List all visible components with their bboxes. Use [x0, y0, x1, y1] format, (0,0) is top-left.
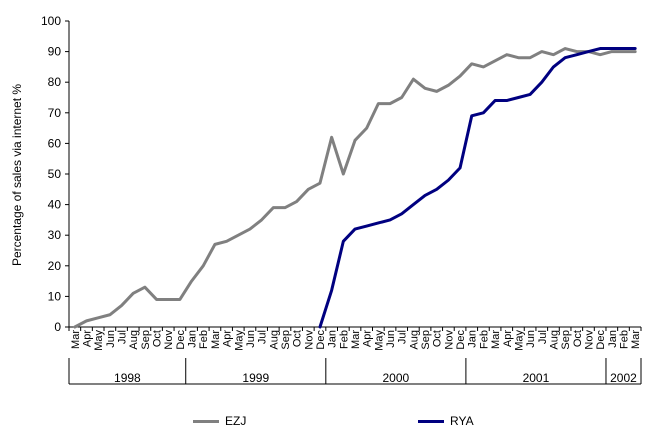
x-tick-label: Sep [280, 330, 292, 350]
y-tick-label: 80 [48, 75, 62, 89]
x-tick-label: Jul [117, 330, 129, 344]
x-tick-label: Sep [140, 330, 152, 350]
x-tick-label: Nov [163, 330, 175, 350]
legend-item-ezj: EZJ [193, 413, 246, 429]
x-tick-label: May [373, 330, 385, 351]
x-tick-label: Dec [175, 330, 187, 350]
x-tick-label: Oct [292, 330, 304, 347]
x-tick-label: Aug [268, 330, 280, 350]
x-tick-label: Feb [478, 330, 490, 349]
x-tick-label: Aug [408, 330, 420, 350]
x-tick-label: Jan [187, 330, 199, 348]
y-tick-label: 60 [48, 136, 62, 150]
legend-swatch-ezj [193, 419, 219, 423]
year-label: 1998 [114, 371, 141, 385]
y-tick-label: 100 [41, 14, 61, 28]
x-tick-label: May [93, 330, 105, 351]
x-tick-label: Sep [560, 330, 572, 350]
x-tick-label: Mar [70, 330, 82, 349]
x-tick-label: May [233, 330, 245, 351]
x-tick-label: Feb [618, 330, 630, 349]
x-tick-label: Mar [630, 330, 642, 349]
year-label: 2001 [523, 371, 550, 385]
year-label: 2000 [383, 371, 410, 385]
x-tick-label: Dec [315, 330, 327, 350]
series-layer [73, 47, 637, 329]
series-line-rya [318, 47, 637, 329]
legend-item-rya: RYA [418, 413, 474, 429]
x-tick-label: Dec [455, 330, 467, 350]
y-tick-label: 70 [48, 106, 62, 120]
y-tick-label: 20 [48, 259, 62, 273]
y-tick-label: 30 [48, 228, 62, 242]
x-tick-label: Jun [105, 330, 117, 348]
x-tick-label: Oct [432, 330, 444, 347]
year-label: 1999 [242, 371, 269, 385]
legend-swatch-rya [418, 419, 444, 423]
x-tick-label: Apr [362, 330, 374, 347]
x-tick-label: Oct [152, 330, 164, 347]
x-tick-label: Feb [198, 330, 210, 349]
x-tick-label: Sep [420, 330, 432, 350]
series-line-ezj [73, 47, 637, 329]
x-tick-label: Jan [467, 330, 479, 348]
x-tick-label: Aug [548, 330, 560, 350]
x-tick-label: May [513, 330, 525, 351]
x-tick-label: Jun [245, 330, 257, 348]
y-tick-label: 0 [54, 320, 61, 334]
x-tick-label: Mar [490, 330, 502, 349]
x-tick-label: Oct [572, 330, 584, 347]
x-tick-label: Nov [583, 330, 595, 350]
y-axis-label: Percentage of sales via internet % [10, 84, 24, 266]
y-tick-label: 90 [48, 45, 62, 59]
x-tick-label: Jan [327, 330, 339, 348]
x-tick-label: Feb [338, 330, 350, 349]
x-tick-label: Apr [222, 330, 234, 347]
x-tick-label: Jul [257, 330, 269, 344]
legend-label-ezj: EZJ [225, 414, 247, 428]
x-tick-label: Apr [82, 330, 94, 347]
legend-label-rya: RYA [450, 414, 474, 428]
x-tick-label: Jul [397, 330, 409, 344]
year-label: 2002 [610, 371, 637, 385]
y-tick-label: 10 [48, 289, 62, 303]
x-tick-label: Mar [350, 330, 362, 349]
x-tick-label: Jan [607, 330, 619, 348]
x-tick-label: Jun [525, 330, 537, 348]
x-tick-label: Jun [385, 330, 397, 348]
x-tick-label: Nov [303, 330, 315, 350]
x-tick-label: Apr [502, 330, 514, 347]
x-tick-label: Nov [443, 330, 455, 350]
y-tick-label: 40 [48, 198, 62, 212]
x-tick-label: Jul [537, 330, 549, 344]
x-tick-label: Mar [210, 330, 222, 349]
y-tick-label: 50 [48, 167, 62, 181]
x-tick-label: Dec [595, 330, 607, 350]
x-tick-label: Aug [128, 330, 140, 350]
